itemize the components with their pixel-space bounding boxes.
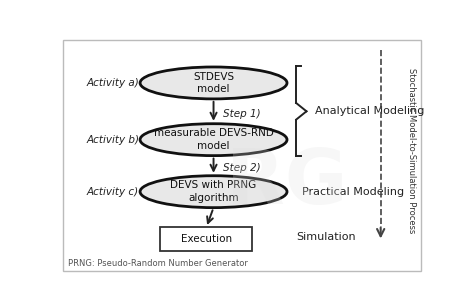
Text: Step 1): Step 1) (223, 109, 260, 119)
Ellipse shape (140, 67, 287, 99)
Text: RG: RG (226, 146, 348, 220)
Text: DEVS with PRNG: DEVS with PRNG (171, 180, 256, 190)
Text: Stochastic Model-to-Simulation Process: Stochastic Model-to-Simulation Process (407, 68, 416, 233)
Text: PRNG: Pseudo-Random Number Generator: PRNG: Pseudo-Random Number Generator (68, 259, 248, 268)
Text: Activity b): Activity b) (87, 135, 140, 145)
Text: Execution: Execution (181, 234, 232, 244)
Text: Step 2): Step 2) (223, 163, 260, 173)
Text: model: model (197, 84, 230, 94)
Text: Simulation: Simulation (296, 231, 356, 242)
Text: Activity a): Activity a) (87, 78, 139, 88)
Text: algorithm: algorithm (188, 193, 239, 203)
Text: STDEVS: STDEVS (193, 72, 234, 82)
Text: Practical Modeling: Practical Modeling (301, 187, 404, 197)
Ellipse shape (140, 176, 287, 208)
FancyBboxPatch shape (160, 227, 252, 251)
Ellipse shape (140, 124, 287, 156)
Text: model: model (197, 141, 230, 151)
Text: Analytical Modeling: Analytical Modeling (315, 106, 424, 116)
Text: measurable DEVS-RND: measurable DEVS-RND (154, 128, 273, 138)
Text: Activity c): Activity c) (87, 187, 139, 197)
